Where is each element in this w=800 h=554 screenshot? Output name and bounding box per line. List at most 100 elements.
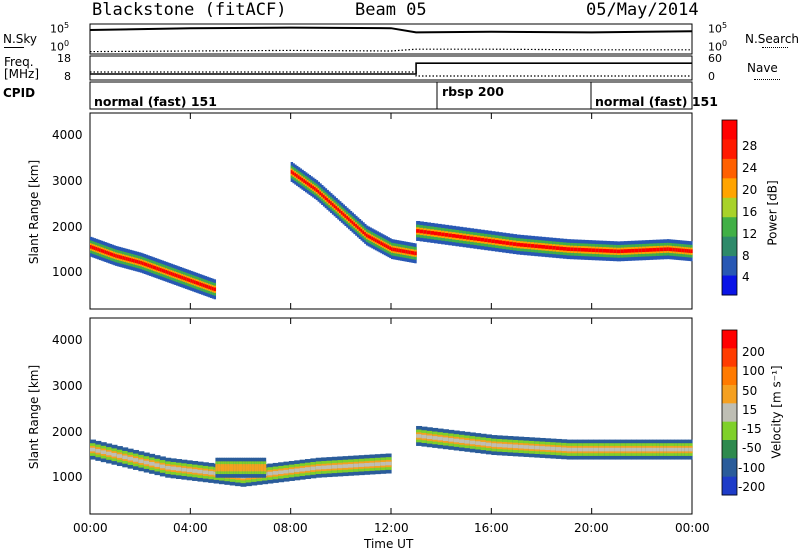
power-cells-cell	[315, 188, 319, 192]
velocity-ylabel: Slant Range [km]	[27, 364, 42, 470]
power-cells-cell	[91, 245, 95, 250]
power-cells-cell	[580, 247, 586, 252]
velocity-cells-cell	[604, 447, 611, 452]
power-cells-cell	[668, 247, 672, 252]
velocity-cells-cell	[385, 461, 392, 466]
power-cells-cell	[444, 233, 449, 237]
power-cells-cell	[167, 270, 170, 275]
power-cells-cell	[374, 238, 378, 243]
noise-series-nsearch	[89, 48, 692, 53]
power-cells-cell	[652, 247, 657, 252]
velocity-cells-cell	[593, 447, 600, 452]
power-cells-cell	[348, 217, 351, 222]
velocity-cells-cell	[684, 447, 690, 452]
power-cells-cell	[161, 268, 165, 273]
power-cells-cell	[181, 275, 184, 280]
power-cells-cell	[319, 191, 322, 196]
velocity-cells-cell	[475, 441, 482, 445]
power-cells-cell	[487, 238, 492, 243]
power-cells-cell	[306, 181, 310, 186]
power-cells-cell	[107, 251, 111, 256]
power-cells-cell	[353, 222, 356, 226]
date-title: 05/May/2014	[586, 0, 699, 20]
velocity-cells-cell	[491, 443, 498, 447]
freq-panel-frame	[89, 55, 693, 81]
velocity-cells-cell	[677, 447, 682, 452]
noise-lines	[89, 26, 693, 53]
power-cells-cell	[559, 246, 564, 251]
power-cells-cell	[140, 260, 143, 265]
xtick-1600: 16:00	[474, 521, 509, 535]
power-cells-cell	[355, 223, 358, 228]
power-cells-cell	[613, 249, 618, 254]
velocity-cells-cell	[670, 447, 675, 452]
power-cells-cell	[193, 280, 197, 284]
velocity-ytick-3000: 3000	[52, 379, 83, 393]
velocity-cells-cell	[566, 447, 573, 452]
power-cells-cell	[199, 282, 202, 286]
velocity-cells-cell	[641, 447, 647, 452]
velocity-cells-cell	[165, 465, 172, 470]
power-cells-cell	[201, 282, 204, 287]
power-cells-cell	[494, 239, 500, 244]
power-cbar-tick-8: 8	[742, 249, 750, 263]
velocity-cells-cell	[226, 465, 229, 470]
power-cells-cell	[634, 248, 639, 253]
power-cells-cell	[322, 194, 326, 199]
xtick-1200: 12:00	[374, 521, 409, 535]
velocity-cells-cell	[485, 442, 492, 447]
power-cells-cell	[414, 251, 417, 256]
power-cells-cell	[659, 247, 664, 252]
power-cells-cell	[541, 245, 546, 249]
power-colorbar-segment	[722, 139, 737, 160]
velocity-cells-cell	[459, 439, 466, 443]
power-ytick-2000: 2000	[52, 220, 83, 234]
power-cells-cell	[202, 283, 206, 288]
velocity-ytick-4000: 4000	[52, 333, 83, 347]
power-cells-cell	[627, 249, 632, 253]
noise-tick-low-right: 100	[708, 39, 728, 54]
power-cells-cell	[631, 248, 636, 253]
power-cells-cell	[154, 266, 157, 270]
power-cells-cell	[455, 234, 460, 239]
velocity-cells-cell	[545, 446, 552, 451]
power-cells-cell	[184, 277, 188, 281]
velocity-cells-cell	[426, 435, 433, 440]
nave-tick-low: 0	[708, 70, 715, 83]
velocity-cells-cell	[645, 447, 650, 452]
velocity-cells-cell	[231, 465, 234, 470]
power-cells-cell	[186, 277, 190, 282]
power-heatmap	[90, 162, 693, 300]
power-cells-cell	[301, 177, 304, 182]
velocity-cells-cell	[374, 462, 381, 466]
power-cells-cell	[188, 278, 191, 283]
velocity-cells-cell	[176, 467, 182, 471]
power-cells-cell	[204, 284, 208, 288]
velocity-cells-cell	[256, 465, 260, 470]
power-cells-cell	[484, 238, 489, 243]
velocity-cells-cell	[217, 465, 220, 470]
velocity-cbar-tick-50: 50	[742, 384, 758, 398]
power-cells-cell	[333, 204, 337, 209]
power-cells-cell	[125, 257, 129, 261]
power-cells-cell	[163, 269, 166, 273]
power-colorbar-segment	[722, 120, 737, 140]
velocity-cells-cell	[233, 465, 236, 470]
freq-series	[90, 62, 692, 75]
power-cells-cell	[545, 245, 550, 249]
site-title: Blackstone (fitACF)	[92, 0, 287, 20]
velocity-cells-cell	[421, 434, 428, 439]
power-cells-cell	[466, 235, 471, 240]
velocity-cells-cell	[342, 464, 349, 468]
power-cells-cell	[337, 207, 340, 212]
nave-label: Nave	[747, 61, 778, 75]
velocity-cells-cell	[442, 437, 449, 442]
xtick-2000: 20:00	[574, 521, 609, 535]
velocity-colorbar-segment	[722, 330, 737, 349]
power-cells-cell	[141, 261, 145, 266]
power-cells-cell	[115, 254, 118, 258]
power-cells-cell	[364, 232, 367, 236]
power-cells-cell	[158, 267, 161, 272]
velocity-cells-cell	[260, 465, 263, 470]
power-cells-cell	[399, 248, 403, 253]
